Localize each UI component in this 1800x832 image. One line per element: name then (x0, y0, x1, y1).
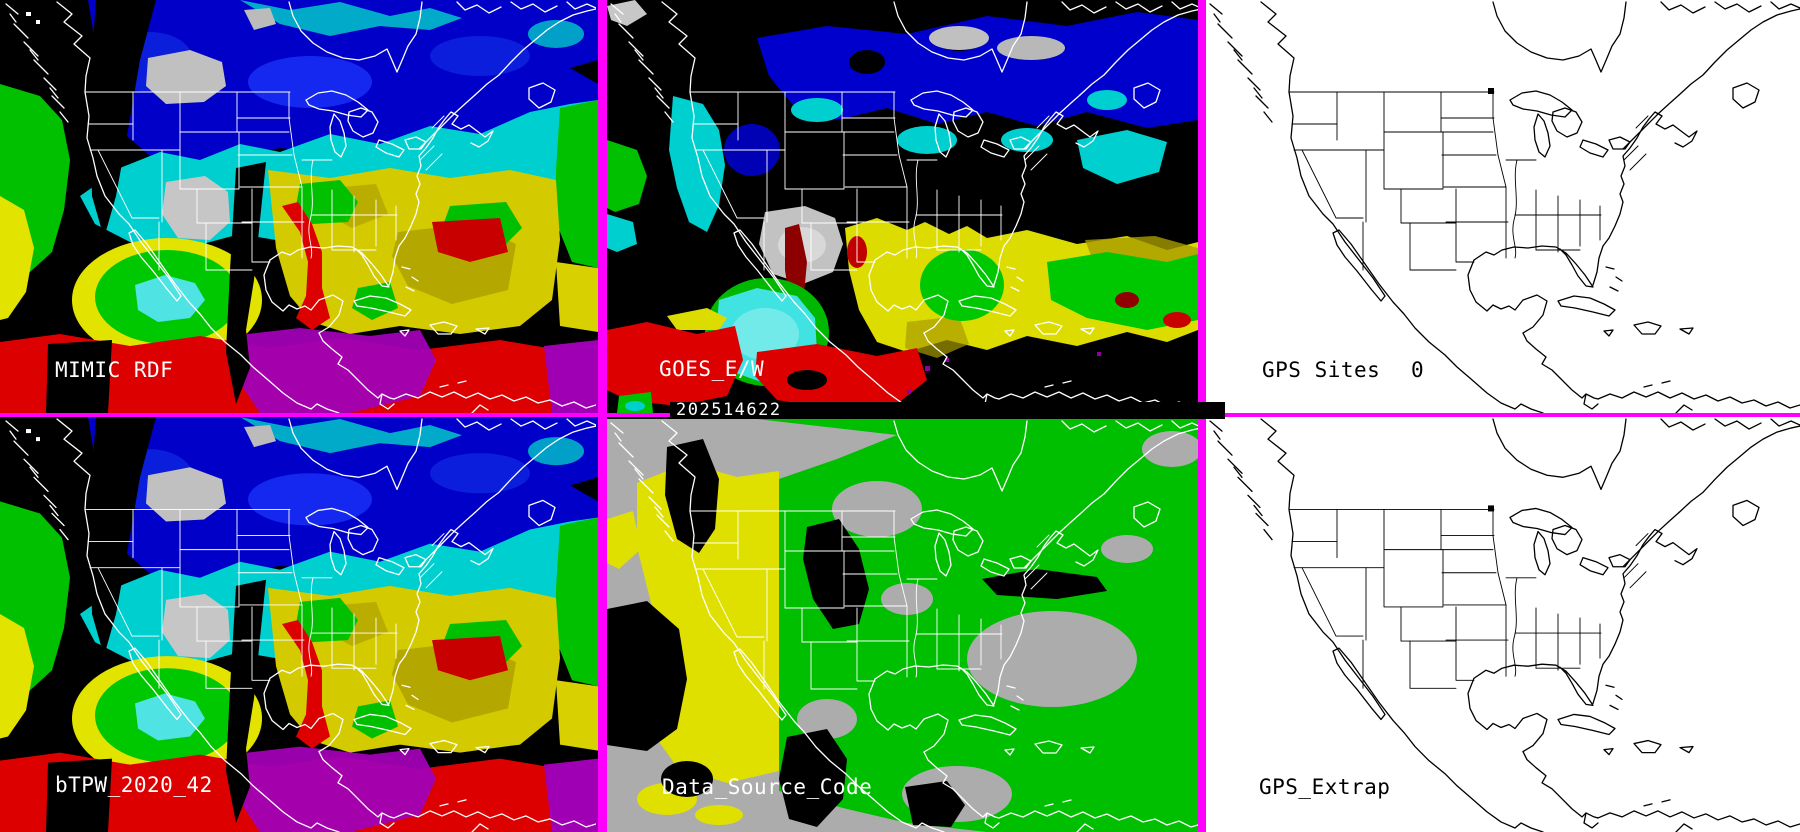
panel-label-mimic-rdf: MIMIC RDF (55, 358, 174, 382)
gps-sites-count: 0 (1411, 358, 1425, 382)
gps-extrap-map-image (1206, 417, 1800, 832)
btpw-map-image (0, 417, 598, 832)
panel-data-source-code: Data_Source_Code (607, 419, 1198, 832)
data-source-code-map-image (607, 419, 1198, 832)
mimic-rdf-map-image (0, 0, 598, 413)
panel-gps-sites: GPS Sites 0 (1206, 0, 1800, 413)
timestamp-bar: 202514622 (670, 402, 1225, 419)
goes-ew-map-image (607, 0, 1198, 413)
panel-gps-extrap: GPS_Extrap (1206, 417, 1800, 832)
panel-label-goes-ew: GOES_E/W (659, 357, 765, 381)
panel-btpw: bTPW_2020_42 (0, 417, 598, 832)
panel-goes-ew: GOES_E/W (607, 0, 1198, 413)
panel-label-btpw: bTPW_2020_42 (55, 773, 213, 797)
panel-label-gps-sites: GPS Sites (1262, 358, 1381, 382)
panel-mimic-rdf: MIMIC RDF (0, 0, 598, 413)
gps-sites-map-image (1206, 0, 1800, 413)
panel-label-gps-extrap: GPS_Extrap (1259, 775, 1391, 799)
panel-label-data-source-code: Data_Source_Code (662, 775, 873, 799)
timestamp-text: 202514622 (676, 400, 782, 420)
